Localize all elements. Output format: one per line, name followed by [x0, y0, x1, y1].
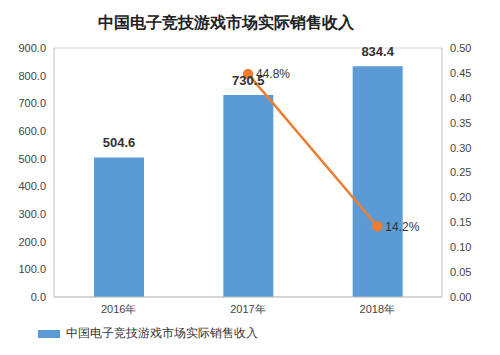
- svg-text:100.0: 100.0: [18, 263, 46, 275]
- svg-text:0.10: 0.10: [450, 241, 471, 253]
- svg-text:400.0: 400.0: [18, 180, 46, 192]
- svg-text:700.0: 700.0: [18, 97, 46, 109]
- svg-text:0.15: 0.15: [450, 216, 471, 228]
- svg-text:0.20: 0.20: [450, 191, 471, 203]
- svg-text:0.05: 0.05: [450, 266, 471, 278]
- svg-text:0.30: 0.30: [450, 142, 471, 154]
- svg-text:500.0: 500.0: [18, 153, 46, 165]
- svg-text:0.25: 0.25: [450, 166, 471, 178]
- svg-text:900.0: 900.0: [18, 42, 46, 54]
- svg-text:600.0: 600.0: [18, 125, 46, 137]
- svg-text:730.5: 730.5: [232, 72, 265, 88]
- svg-text:504.6: 504.6: [103, 135, 136, 150]
- svg-text:834.4: 834.4: [361, 44, 394, 59]
- svg-text:0.50: 0.50: [450, 42, 471, 54]
- svg-text:0.00: 0.00: [450, 291, 471, 303]
- svg-text:0.0: 0.0: [31, 291, 46, 303]
- svg-text:44.8%: 44.8%: [256, 67, 290, 81]
- svg-text:14.2%: 14.2%: [385, 220, 419, 234]
- svg-text:0.40: 0.40: [450, 92, 471, 104]
- html-text:中国电子竞技游戏市场实际销售收入: 中国电子竞技游戏市场实际销售收入: [98, 14, 354, 31]
- svg-text:2017年: 2017年: [230, 303, 265, 315]
- svg-text:300.0: 300.0: [18, 208, 46, 220]
- svg-text:0.35: 0.35: [450, 117, 471, 129]
- svg-text:0.45: 0.45: [450, 67, 471, 79]
- svg-text:200.0: 200.0: [18, 236, 46, 248]
- svg-text:800.0: 800.0: [18, 70, 46, 82]
- svg-text:2016年: 2016年: [101, 303, 136, 315]
- svg-text:2018年: 2018年: [360, 303, 395, 315]
- html-text:中国电子竞技游戏市场实际销售收入: 中国电子竞技游戏市场实际销售收入: [66, 326, 258, 340]
